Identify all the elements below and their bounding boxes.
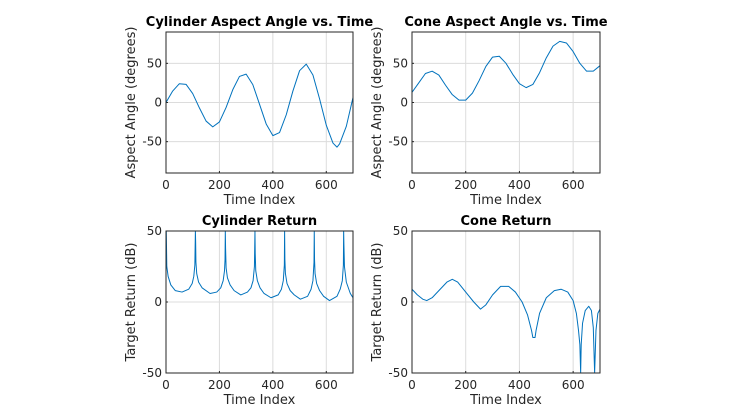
x-axis-label: Time Index: [223, 193, 296, 208]
y-axis-label: Aspect Angle (degrees): [124, 27, 139, 179]
axes-box: [165, 31, 354, 174]
x-tick-label: 0: [162, 378, 170, 392]
x-tick-label: 0: [408, 378, 416, 392]
subplot-title: Cylinder Aspect Angle vs. Time: [146, 15, 374, 30]
x-axis-label: Time Index: [223, 393, 296, 408]
axes-box: [411, 230, 601, 374]
y-tick-label: 50: [147, 224, 162, 238]
subplot-title: Cylinder Return: [202, 214, 317, 229]
x-tick-label: 200: [454, 178, 477, 192]
axes-box: [165, 230, 354, 374]
subplot-2: 0 200 400 600 -50 0 50 Cone Aspect Angle vs. Ti…: [370, 15, 608, 208]
x-tick-label: 0: [408, 178, 416, 192]
x-tick-label: 400: [508, 378, 531, 392]
y-tick-label: 0: [400, 295, 408, 309]
x-tick-label: 600: [315, 378, 338, 392]
y-tick-label: -50: [142, 135, 162, 149]
x-tick-label: 400: [261, 378, 284, 392]
y-tick-label: -50: [142, 366, 162, 380]
y-tick-label: -50: [388, 135, 408, 149]
axes-box: [411, 31, 601, 174]
y-tick-label: 0: [400, 96, 408, 110]
y-axis-label: Aspect Angle (degrees): [370, 27, 385, 179]
y-tick-label: 0: [154, 295, 162, 309]
data-line: [166, 231, 353, 302]
x-axis-label: Time Index: [469, 393, 542, 408]
x-tick-label: 0: [162, 178, 170, 192]
x-tick-label: 200: [208, 178, 231, 192]
y-tick-label: 50: [393, 56, 408, 70]
x-tick-label: 400: [508, 178, 531, 192]
y-axis-label: Target Return (dB): [370, 243, 385, 363]
subplot-1: 0 200 400 600 -50 0 50 Cylinder Aspect Angle vs…: [124, 15, 373, 208]
x-tick-label: 400: [261, 178, 284, 192]
x-tick-label: 600: [562, 178, 585, 192]
data-line: [412, 40, 600, 101]
data-line: [412, 278, 600, 373]
x-axis-label: Time Index: [469, 193, 542, 208]
y-axis-label: Target Return (dB): [124, 243, 139, 363]
subplot-title: Cone Aspect Angle vs. Time: [404, 15, 607, 30]
x-tick-label: 600: [315, 178, 338, 192]
x-tick-label: 200: [454, 378, 477, 392]
y-tick-label: 50: [393, 224, 408, 238]
y-tick-label: 0: [154, 96, 162, 110]
x-tick-label: 600: [562, 378, 585, 392]
data-line: [166, 63, 353, 148]
subplot-title: Cone Return: [460, 214, 551, 229]
x-tick-label: 200: [208, 378, 231, 392]
y-tick-label: -50: [388, 366, 408, 380]
y-tick-label: 50: [147, 56, 162, 70]
